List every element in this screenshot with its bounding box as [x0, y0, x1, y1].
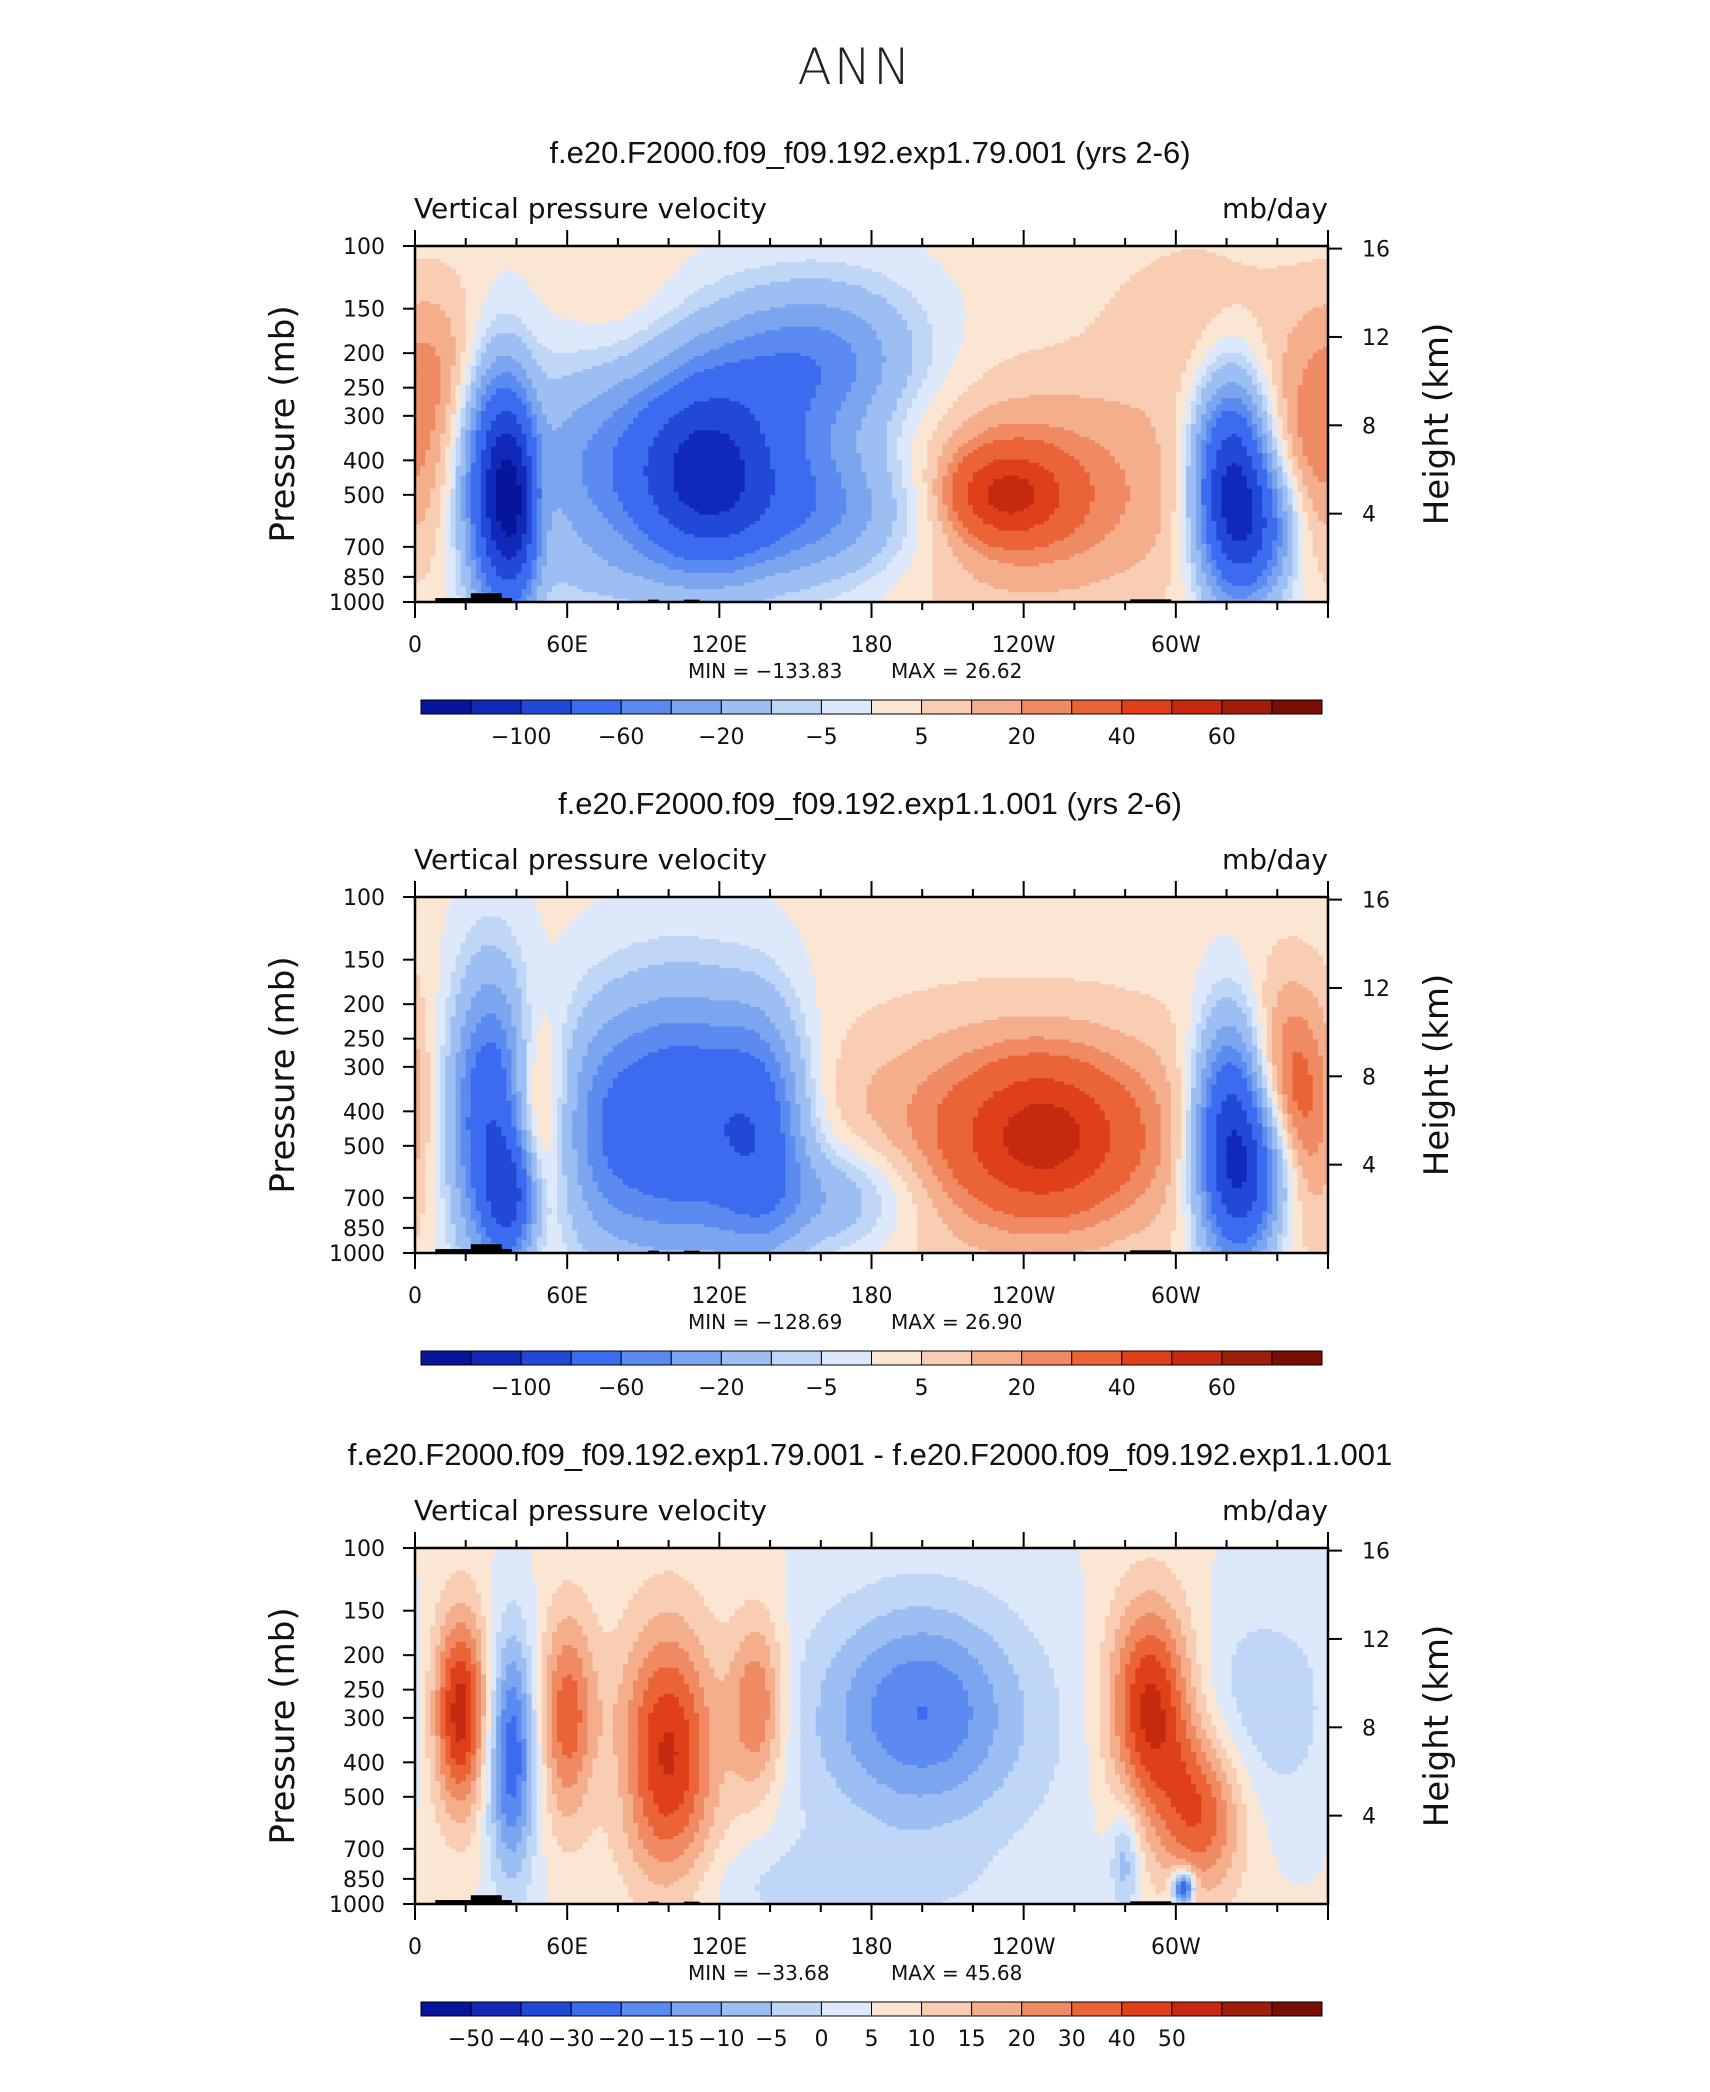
units-label: mb/day — [1222, 843, 1328, 876]
colorbar-label: −20 — [698, 725, 744, 750]
pressure-tick-label: 850 — [343, 566, 385, 591]
chart-panel-1: f.e20.F2000.f09_f09.192.exp1.79.001 (yrs… — [0, 140, 1710, 790]
colorbar-swatch — [1172, 700, 1222, 714]
colorbar-swatch — [972, 700, 1022, 714]
pressure-tick-label: 1000 — [329, 591, 385, 616]
lon-tick-label: 120E — [691, 633, 747, 658]
colorbar-swatch — [1222, 700, 1272, 714]
height-tick-label: 4 — [1362, 503, 1376, 528]
colorbar-label: 20 — [1008, 725, 1036, 750]
lon-tick-label: 60E — [546, 633, 588, 658]
colorbar-label: 5 — [915, 725, 929, 750]
pressure-tick-label: 100 — [343, 235, 385, 260]
panel-title: f.e20.F2000.f09_f09.192.exp1.79.001 (yrs… — [549, 140, 1190, 170]
units-label: mb/day — [1222, 192, 1328, 225]
chart-panel-2: f.e20.F2000.f09_f09.192.exp1.1.001 (yrs … — [0, 791, 1710, 1441]
colorbar-swatch — [671, 700, 721, 714]
max-label: MAX = 26.62 — [891, 659, 1022, 683]
pressure-tick-label: 200 — [343, 342, 385, 367]
pressure-tick-label: 300 — [343, 405, 385, 430]
colorbar-label: 40 — [1108, 725, 1136, 750]
height-tick-label: 8 — [1362, 414, 1376, 439]
colorbar-label: −60 — [598, 725, 644, 750]
colorbar: −100 −60 −20 −5 5 20 40 60 — [421, 700, 1322, 750]
lon-tick-label: 120W — [992, 633, 1056, 658]
ylabel-right: Height (km) — [1417, 323, 1457, 526]
lon-tick-label: 60W — [1151, 633, 1201, 658]
colorbar-label: −100 — [491, 725, 551, 750]
pressure-tick-label: 400 — [343, 449, 385, 474]
height-tick-label: 16 — [1362, 238, 1390, 263]
colorbar-swatch — [521, 700, 571, 714]
lon-tick-label: 180 — [851, 633, 893, 658]
colorbar-swatch — [1122, 700, 1172, 714]
colorbar-swatch — [821, 700, 871, 714]
variable-label: Vertical pressure velocity — [414, 192, 767, 225]
lon-tick-label: 0 — [408, 633, 422, 658]
contour-field — [415, 897, 1329, 1254]
colorbar-swatch — [621, 700, 671, 714]
colorbar-swatch — [922, 700, 972, 714]
figure-title: ANN — [0, 38, 1710, 96]
colorbar-swatch — [421, 700, 471, 714]
pressure-tick-label: 150 — [343, 298, 385, 323]
contour-field — [415, 246, 1329, 603]
ylabel-left: Pressure (mb) — [263, 305, 303, 542]
pressure-tick-label: 700 — [343, 536, 385, 561]
pressure-tick-label: 500 — [343, 484, 385, 509]
colorbar-label: −5 — [805, 725, 837, 750]
colorbar-swatch — [1272, 700, 1322, 714]
colorbar-swatch — [872, 700, 922, 714]
min-label: MIN = −133.83 — [688, 659, 842, 683]
height-tick-label: 12 — [1362, 326, 1390, 351]
colorbar-label: 60 — [1208, 725, 1236, 750]
colorbar-swatch — [471, 700, 521, 714]
variable-label: Vertical pressure velocity — [414, 843, 767, 876]
colorbar-swatch — [771, 700, 821, 714]
panel-title: f.e20.F2000.f09_f09.192.exp1.1.001 (yrs … — [558, 791, 1182, 821]
pressure-tick-label: 250 — [343, 377, 385, 402]
colorbar-swatch — [571, 700, 621, 714]
colorbar-swatch — [721, 700, 771, 714]
colorbar-swatch — [1022, 700, 1072, 714]
colorbar-swatch — [1072, 700, 1122, 714]
